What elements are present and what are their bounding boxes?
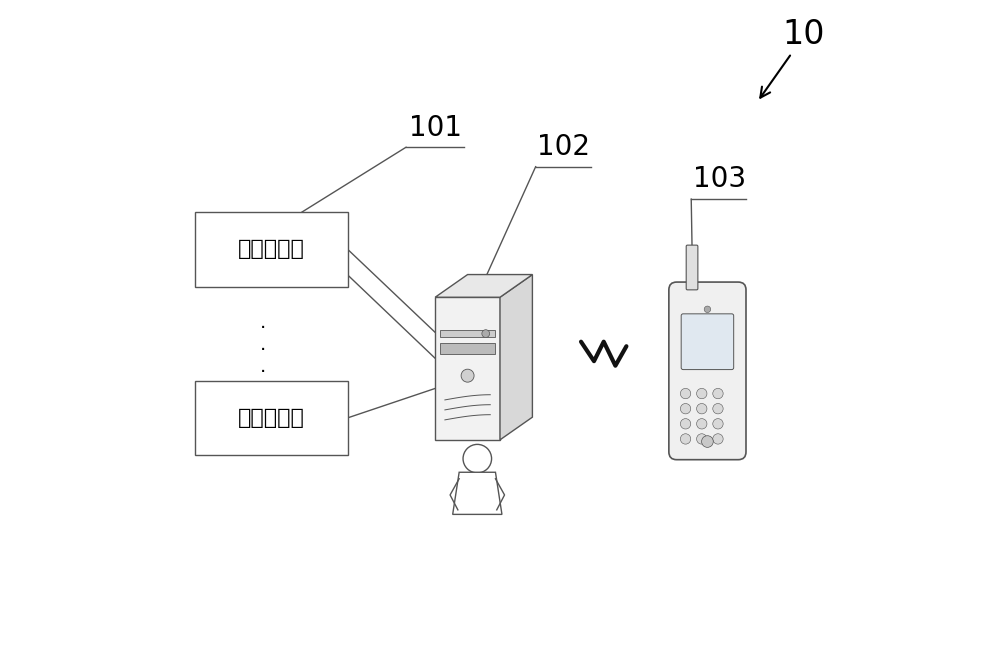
Circle shape — [697, 419, 707, 429]
Text: 103: 103 — [693, 165, 746, 193]
Circle shape — [697, 389, 707, 399]
Text: 胎压传感器: 胎压传感器 — [238, 408, 305, 428]
Polygon shape — [435, 275, 532, 298]
Bar — [195, 381, 348, 455]
Circle shape — [697, 434, 707, 444]
Text: 10: 10 — [782, 18, 824, 51]
Circle shape — [680, 434, 691, 444]
Circle shape — [680, 404, 691, 414]
Circle shape — [482, 329, 490, 337]
Polygon shape — [453, 472, 502, 514]
Bar — [440, 330, 495, 337]
Polygon shape — [435, 298, 500, 440]
Circle shape — [461, 369, 474, 382]
Circle shape — [713, 389, 723, 399]
Circle shape — [713, 404, 723, 414]
Circle shape — [713, 419, 723, 429]
Circle shape — [680, 419, 691, 429]
Bar — [195, 212, 348, 286]
Circle shape — [713, 434, 723, 444]
Circle shape — [697, 404, 707, 414]
FancyBboxPatch shape — [681, 314, 734, 370]
Circle shape — [463, 445, 492, 473]
Polygon shape — [500, 275, 532, 440]
FancyBboxPatch shape — [669, 282, 746, 460]
Text: ·
·
·: · · · — [260, 318, 267, 381]
FancyBboxPatch shape — [686, 245, 698, 290]
Circle shape — [704, 306, 711, 312]
Text: 胎压传感器: 胎压传感器 — [238, 240, 305, 259]
Circle shape — [680, 389, 691, 399]
Text: 101: 101 — [409, 113, 462, 141]
Bar — [440, 343, 495, 354]
Text: 102: 102 — [537, 133, 590, 161]
Circle shape — [702, 436, 713, 447]
